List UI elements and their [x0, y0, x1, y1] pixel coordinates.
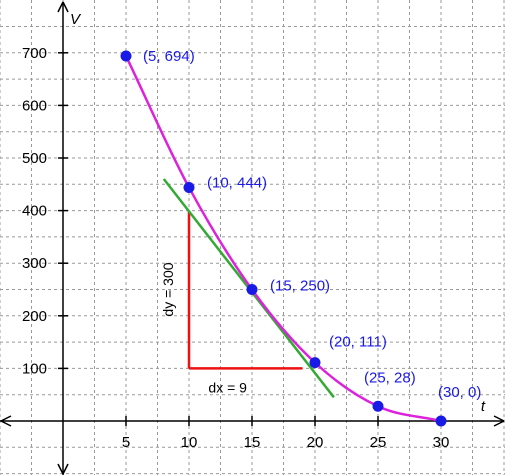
data-point — [372, 400, 384, 412]
y-tick-label: 700 — [22, 45, 47, 62]
point-labels: (5, 694) (10, 444) (15, 250) (20, 111) (25, … — [143, 48, 481, 401]
x-axis-label: t — [481, 398, 486, 415]
y-tick-label: 400 — [22, 203, 47, 220]
y-tick-label: 200 — [22, 308, 47, 325]
y-tick-label: 100 — [22, 360, 47, 377]
data-point-label: (5, 694) — [143, 48, 195, 65]
data-point-label: (10, 444) — [207, 174, 267, 191]
data-point — [246, 284, 258, 295]
data-point — [120, 50, 132, 62]
dx-label: dx = 9 — [208, 379, 247, 395]
x-tick-label: 20 — [307, 434, 324, 451]
y-axis-arrow-down — [57, 463, 69, 475]
y-axis-arrow-up — [57, 1, 69, 13]
data-point-label: (30, 0) — [438, 384, 481, 401]
y-axis-label: V — [70, 11, 82, 28]
y-tick-label: 300 — [22, 255, 47, 272]
x-tick-label: 10 — [181, 434, 198, 451]
data-point-label: (15, 250) — [270, 278, 330, 295]
x-tick-label: 30 — [433, 434, 450, 451]
dy-label: dy = 300 — [160, 262, 176, 316]
y-tick-label: 600 — [22, 97, 47, 114]
x-tick-label: 5 — [122, 434, 130, 451]
x-tick-label: 15 — [244, 434, 261, 451]
annotations: dx = 9 dy = 300 — [160, 262, 247, 395]
x-tick-label: 25 — [370, 434, 387, 451]
tick-labels: 5 10 15 20 25 30 100 200 300 400 500 600 700 t V — [22, 11, 486, 451]
x-axis-arrow-right — [493, 415, 505, 427]
data-point-label: (25, 28) — [364, 369, 416, 386]
data-point — [435, 415, 447, 427]
data-point-label: (20, 111) — [329, 334, 387, 351]
y-tick-label: 500 — [22, 150, 47, 167]
x-axis-arrow-left — [0, 415, 12, 427]
data-points — [120, 50, 447, 427]
data-point — [183, 181, 195, 193]
data-point — [309, 357, 321, 369]
slope-triangle — [187, 210, 303, 370]
